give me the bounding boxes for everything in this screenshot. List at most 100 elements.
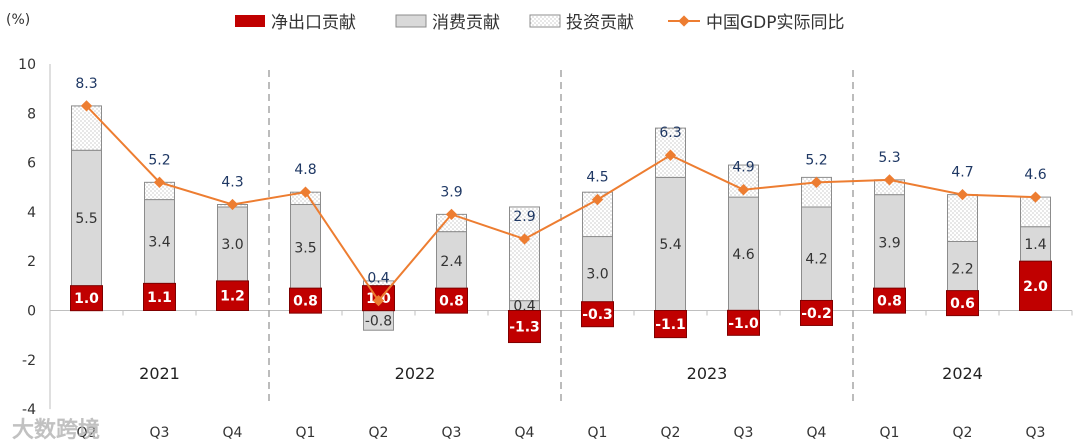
gdp-marker xyxy=(518,233,531,245)
legend-swatch-net-exports xyxy=(235,15,265,27)
bar-consumption xyxy=(290,204,321,292)
legend-label-investment: 投资贡献 xyxy=(566,13,634,33)
consumption-value-label: 3.0 xyxy=(586,267,608,283)
bar-investment xyxy=(947,194,978,242)
x-category-label: Q2 xyxy=(77,425,97,441)
y-tick-label: -4 xyxy=(22,402,36,418)
bar-consumption xyxy=(874,194,905,292)
y-axis-unit: (%) xyxy=(6,12,30,28)
bar-net-exports xyxy=(873,287,906,314)
legend-marker-gdp xyxy=(678,15,690,27)
gdp-value-label: 8.3 xyxy=(75,76,97,92)
net-exports-value-label: -1.1 xyxy=(655,317,686,333)
consumption-value-label: 5.4 xyxy=(659,237,681,253)
bar-net-exports xyxy=(727,309,760,336)
consumption-value-label: 2.4 xyxy=(440,254,462,270)
legend: 净出口贡献 消费贡献 投资贡献 中国GDP实际同比 xyxy=(235,13,845,33)
bar-net-exports xyxy=(946,290,979,317)
legend-swatch-investment xyxy=(529,14,561,28)
bar-consumption xyxy=(582,236,613,311)
gdp-marker xyxy=(153,176,166,188)
watermark: 大数跨境 xyxy=(12,417,100,443)
year-label: 2021 xyxy=(139,364,180,383)
y-tick-label: 10 xyxy=(18,57,36,73)
bar-consumption xyxy=(1020,226,1051,262)
bar-net-exports xyxy=(362,285,395,312)
x-category-label: Q2 xyxy=(369,425,389,441)
gdp-value-label: 5.3 xyxy=(878,150,900,166)
bar-net-exports xyxy=(508,310,541,344)
net-exports-value-label: 2.0 xyxy=(1023,279,1048,295)
consumption-value-label: 1.4 xyxy=(1024,237,1046,253)
legend-swatch-consumption xyxy=(395,14,427,28)
net-exports-value-label: -1.3 xyxy=(509,320,540,336)
consumption-value-label: 4.2 xyxy=(805,252,827,268)
y-tick-label: 0 xyxy=(27,304,36,320)
consumption-value-label: 3.4 xyxy=(148,234,170,250)
y-tick-label: 4 xyxy=(27,205,36,221)
gdp-line xyxy=(85,105,1036,303)
x-category-label: Q2 xyxy=(661,425,681,441)
x-category-label: Q3 xyxy=(150,425,170,441)
gdp-marker xyxy=(883,174,896,186)
gdp-value-label: 5.2 xyxy=(805,152,827,168)
gdp-marker xyxy=(591,193,604,206)
consumption-value-label: 3.9 xyxy=(878,236,900,252)
y-tick-label: 6 xyxy=(27,156,36,172)
x-category-label: Q3 xyxy=(442,425,462,441)
y-tick-label: -2 xyxy=(22,353,36,369)
bar-consumption xyxy=(436,231,467,292)
bar-investment xyxy=(71,105,102,151)
x-category-label: Q4 xyxy=(515,425,535,441)
y-tick-label: 2 xyxy=(27,254,36,270)
bar-net-exports xyxy=(70,285,103,312)
net-exports-value-label: -0.3 xyxy=(582,307,613,323)
consumption-value-label: -0.8 xyxy=(365,313,392,329)
bar-net-exports xyxy=(289,287,322,314)
x-category-label: Q4 xyxy=(807,425,827,441)
bar-net-exports xyxy=(581,301,614,328)
bar-net-exports xyxy=(800,299,833,326)
gdp-marker xyxy=(226,198,239,211)
gdp-value-label: 3.9 xyxy=(440,184,462,200)
x-category-label: Q3 xyxy=(1026,425,1046,441)
x-category-label: Q4 xyxy=(223,425,243,441)
gdp-value-label: 4.7 xyxy=(951,165,973,181)
net-exports-value-label: 0.6 xyxy=(950,296,975,312)
consumption-value-label: 2.2 xyxy=(951,262,973,278)
year-label: 2023 xyxy=(687,364,728,383)
net-exports-value-label: 1.1 xyxy=(147,290,172,306)
gdp-marker xyxy=(372,294,385,307)
x-category-label: Q3 xyxy=(734,425,754,441)
bar-net-exports xyxy=(435,287,468,314)
x-category-label: Q2 xyxy=(953,425,973,441)
legend-label-gdp: 中国GDP实际同比 xyxy=(706,13,845,33)
bar-consumption xyxy=(217,206,248,282)
gdp-value-label: 4.3 xyxy=(221,175,243,191)
gdp-value-label: 0.4 xyxy=(367,271,389,287)
gdp-value-label: 4.9 xyxy=(732,160,754,176)
gdp-marker xyxy=(956,188,969,201)
gdp-marker xyxy=(810,176,823,188)
gdp-marker xyxy=(445,208,458,221)
gdp-marker xyxy=(664,149,677,161)
bar-consumption xyxy=(655,176,686,311)
gdp-value-label: 4.5 xyxy=(586,170,608,186)
net-exports-value-label: 1.2 xyxy=(220,289,245,305)
gdp-value-label: 4.8 xyxy=(294,162,316,178)
bar-net-exports xyxy=(654,310,687,339)
bar-consumption xyxy=(728,196,759,311)
gdp-marker xyxy=(299,186,312,198)
x-category-label: Q1 xyxy=(296,425,316,441)
gdp-value-label: 6.3 xyxy=(659,125,681,141)
gdp-marker xyxy=(1029,191,1042,203)
x-category-label: Q1 xyxy=(588,425,608,441)
bar-net-exports xyxy=(143,282,176,312)
consumption-value-label: 3.0 xyxy=(221,237,243,253)
net-exports-value-label: 1.0 xyxy=(74,291,99,307)
bar-investment xyxy=(509,206,540,302)
bar-consumption xyxy=(144,199,175,284)
net-exports-value-label: -0.2 xyxy=(801,306,832,322)
gdp-value-label: 4.6 xyxy=(1024,167,1046,183)
